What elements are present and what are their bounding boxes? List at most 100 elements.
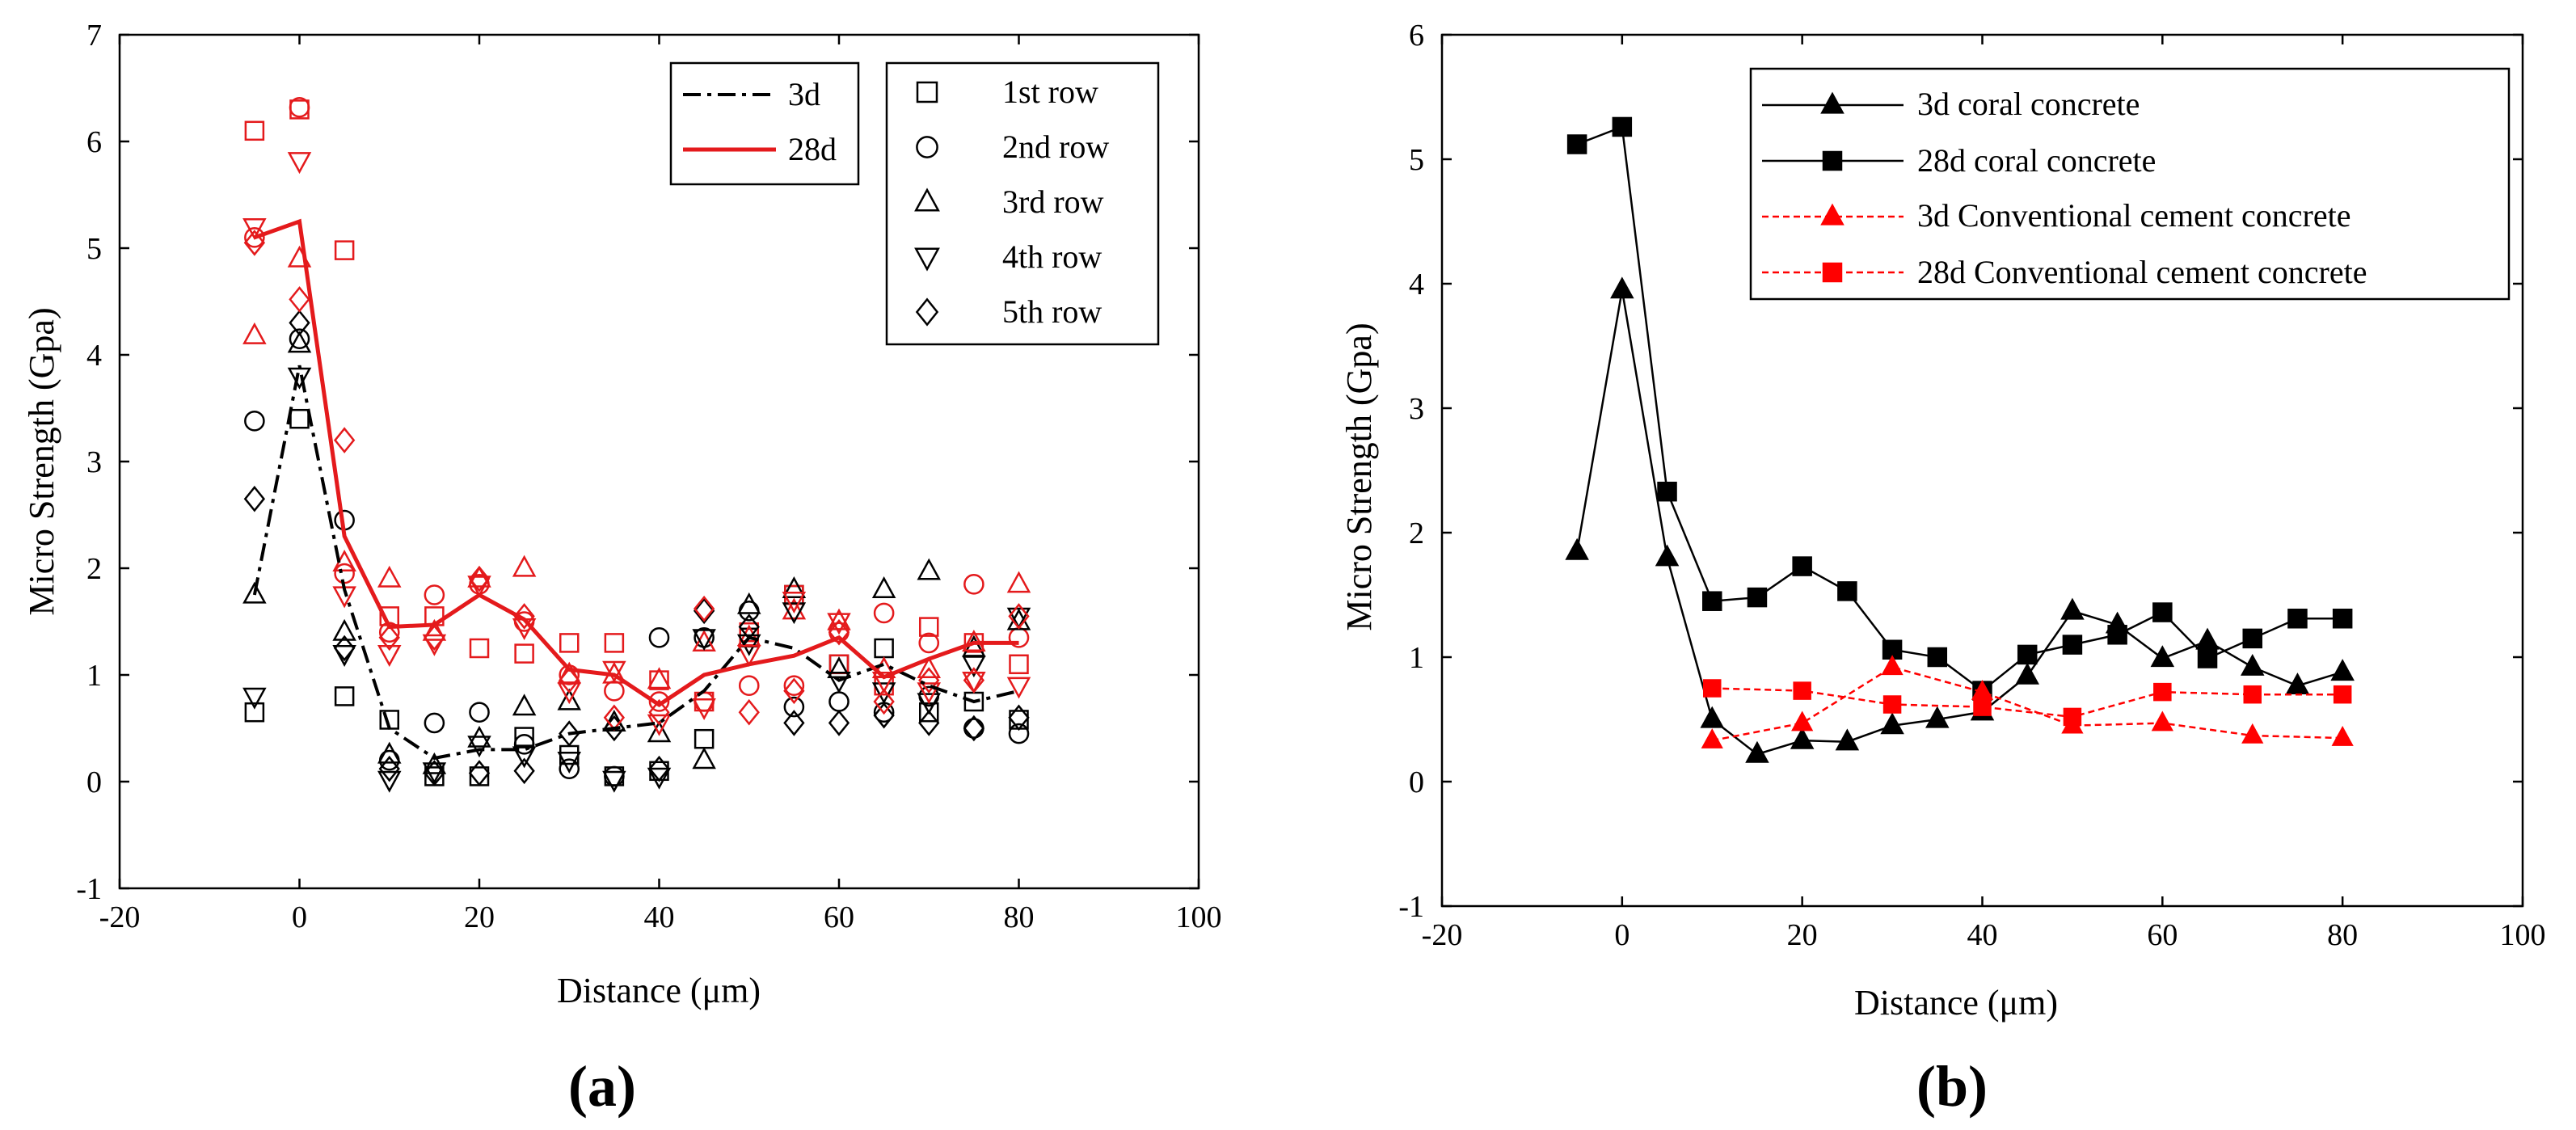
point-28d-4th-row <box>1006 677 1031 699</box>
point-28d-1st-row <box>649 670 669 690</box>
series-1-point <box>1835 728 1860 751</box>
series-4-point <box>1703 679 1722 698</box>
panel-a-xtick-label: 100 <box>1176 900 1222 934</box>
panel-a-xtick-label: -20 <box>99 900 141 934</box>
panel-a-xtick-label: 20 <box>464 900 495 934</box>
legend-marker-sample <box>1820 91 1845 114</box>
point-28d-3rd-row <box>1006 571 1031 593</box>
point-28d-4th-row <box>287 152 312 175</box>
point-3d-2nd-row <box>648 627 670 648</box>
point-3d-5th-row <box>1008 704 1030 732</box>
point-3d-5th-row <box>963 715 985 742</box>
point-3d-5th-row <box>783 710 805 736</box>
series-1-point <box>1745 740 1769 763</box>
series-1-point <box>2330 659 2355 681</box>
panel-a-legend-markers: 1st row 2nd row 3rd row 4th row 5th row <box>885 61 1160 346</box>
point-3d-4th-row <box>692 629 716 651</box>
legend-marker-diamond <box>915 297 939 327</box>
point-3d-3rd-row <box>557 688 582 710</box>
panel-a-ytick-label: 3 <box>86 445 102 479</box>
series-3-point <box>1791 710 1814 732</box>
panel-b-ylabel: Micro Strength (Gpa) <box>1339 323 1379 630</box>
point-3d-4th-row <box>242 687 267 710</box>
series-4-point <box>2153 682 2172 702</box>
point-3d-1st-row <box>514 727 534 747</box>
point-3d-2nd-row <box>289 328 310 350</box>
point-28d-5th-row <box>513 603 535 630</box>
series-1-point <box>1790 727 1815 749</box>
point-3d-3rd-row <box>332 618 356 641</box>
panel-b-ytick-label: 5 <box>1409 143 1424 177</box>
series-4-line <box>1712 687 2343 719</box>
series-2-point <box>2107 625 2127 645</box>
panel-b-ytick-label: 6 <box>1409 19 1424 53</box>
series-2-point <box>2287 609 2308 629</box>
panel-a-xtick-label: 80 <box>1004 900 1035 934</box>
panel-a-legend-lines-box <box>669 61 860 186</box>
series-1-point <box>2060 597 2085 620</box>
series-1-point <box>2285 673 2310 695</box>
panel-a-legend-markers-box <box>885 61 1160 346</box>
panel-a-ytick-label: 6 <box>86 125 102 159</box>
point-28d-2nd-row <box>918 632 940 654</box>
point-3d-4th-row <box>827 672 851 694</box>
point-3d-2nd-row <box>604 765 625 787</box>
point-28d-5th-row <box>1008 603 1030 630</box>
series-2-point <box>1612 116 1633 137</box>
line-28d <box>254 218 1019 707</box>
series-2-point <box>1792 556 1812 576</box>
panel-a-ytick-label: 2 <box>86 552 102 586</box>
point-28d-4th-row <box>827 613 851 635</box>
series-1-point <box>2240 653 2265 676</box>
panel-b-legend-box <box>1749 67 2511 301</box>
point-28d-2nd-row <box>289 96 310 118</box>
legend-marker-sample <box>1822 150 1843 171</box>
point-3d-2nd-row <box>1008 723 1030 744</box>
panel-b-legend: 3d coral concrete 28d coral concrete 3d … <box>1749 67 2511 301</box>
series-3-point <box>2241 723 2264 744</box>
point-28d-5th-row <box>693 595 715 622</box>
point-3d-5th-row <box>603 715 626 742</box>
series-2-point <box>1747 587 1768 608</box>
point-3d-5th-row <box>424 760 445 786</box>
legend-4th-row-label: 4th row <box>1002 238 1102 275</box>
panel-a-xtick-label: 60 <box>824 900 854 934</box>
point-3d-5th-row <box>693 597 715 625</box>
point-3d-4th-row <box>962 656 986 678</box>
point-28d-1st-row <box>334 240 355 260</box>
point-28d-2nd-row <box>334 563 355 584</box>
point-28d-1st-row <box>244 120 265 141</box>
panel-a-ytick-label: 7 <box>86 19 102 53</box>
series-3-point <box>2151 710 2173 732</box>
panel-b-ytick-label: 1 <box>1409 641 1424 675</box>
panel-a-ytick-label: 1 <box>86 659 102 693</box>
series-3-line <box>1712 665 2343 742</box>
panel-a: -20 0 20 40 60 80 100 -1 0 1 2 3 4 5 6 7 3d 28d 1st row… <box>22 19 1222 1119</box>
point-28d-4th-row <box>602 660 626 683</box>
point-28d-4th-row <box>422 634 447 656</box>
legend-1st-row-label: 1st row <box>1002 74 1098 110</box>
panel-b-xtick-label: -20 <box>1422 918 1463 952</box>
point-3d-1st-row <box>874 638 894 659</box>
point-28d-2nd-row <box>873 602 895 624</box>
panel-b-xlabel: Distance (μm) <box>1854 983 2058 1022</box>
point-28d-4th-row <box>467 576 491 598</box>
series-1-point <box>1880 712 1904 735</box>
point-3d-1st-row <box>694 728 715 749</box>
point-28d-5th-row <box>243 230 266 256</box>
point-3d-2nd-row <box>424 712 445 734</box>
legend-3d-conventional-label: 3d Conventional cement concrete <box>1917 197 2350 234</box>
series-1-point <box>2195 627 2220 650</box>
series-3-point <box>1701 728 1723 748</box>
series-1-point <box>1565 538 1589 560</box>
legend-marker-triangle-down <box>914 247 940 272</box>
series-2-point <box>1927 647 1948 668</box>
series-2-point <box>2197 648 2218 668</box>
point-3d-3rd-row <box>692 747 716 769</box>
point-28d-5th-row <box>468 565 491 592</box>
series-4-point <box>1973 698 1992 716</box>
point-28d-4th-row <box>871 672 896 694</box>
point-28d-4th-row <box>557 682 582 705</box>
series-2-point <box>2017 644 2038 665</box>
